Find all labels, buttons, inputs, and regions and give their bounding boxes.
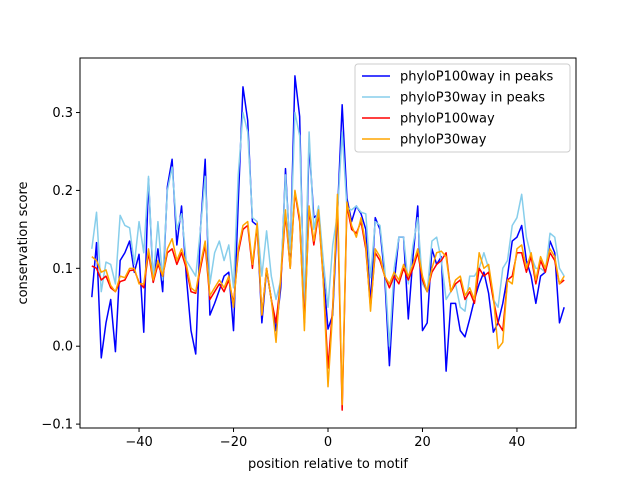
- y-tick-label: −0.1: [41, 418, 73, 433]
- x-tick-label: 20: [414, 435, 431, 450]
- y-tick-label: 0.2: [52, 184, 73, 199]
- series-line-2: [91, 191, 565, 411]
- x-axis: −40 −20 0 20 40: [125, 428, 525, 450]
- y-tick-label: 0.1: [52, 262, 73, 277]
- plot-lines: [91, 75, 565, 411]
- legend: phyloP100way in peaks phyloP30way in peak…: [354, 63, 571, 153]
- legend-label-2: phyloP100way: [400, 112, 495, 127]
- x-tick-label: −40: [125, 435, 152, 450]
- x-tick-label: 40: [509, 435, 526, 450]
- x-tick-label: −20: [220, 435, 247, 450]
- series-line-3: [91, 189, 565, 406]
- legend-label-1: phyloP30way in peaks: [400, 91, 545, 106]
- series-line-0: [91, 75, 565, 372]
- y-tick-label: 0.0: [52, 340, 73, 355]
- x-axis-label: position relative to motif: [248, 457, 408, 472]
- x-tick-label: 0: [324, 435, 332, 450]
- legend-label-3: phyloP30way: [400, 133, 487, 148]
- y-axis-label: conservation score: [16, 181, 31, 304]
- series-line-1: [91, 111, 565, 347]
- legend-box: [354, 63, 571, 153]
- y-axis: −0.1 0.0 0.1 0.2 0.3: [41, 106, 80, 433]
- y-tick-label: 0.3: [52, 106, 73, 121]
- legend-label-0: phyloP100way in peaks: [400, 70, 554, 85]
